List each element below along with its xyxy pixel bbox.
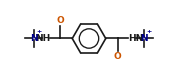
Text: +: +: [36, 29, 41, 34]
Text: NH: NH: [35, 34, 50, 43]
Text: N: N: [30, 34, 38, 43]
Text: O: O: [56, 16, 64, 25]
Text: HN: HN: [128, 34, 143, 43]
Text: +: +: [147, 29, 152, 34]
Text: N: N: [140, 34, 148, 43]
Text: O: O: [114, 52, 122, 61]
